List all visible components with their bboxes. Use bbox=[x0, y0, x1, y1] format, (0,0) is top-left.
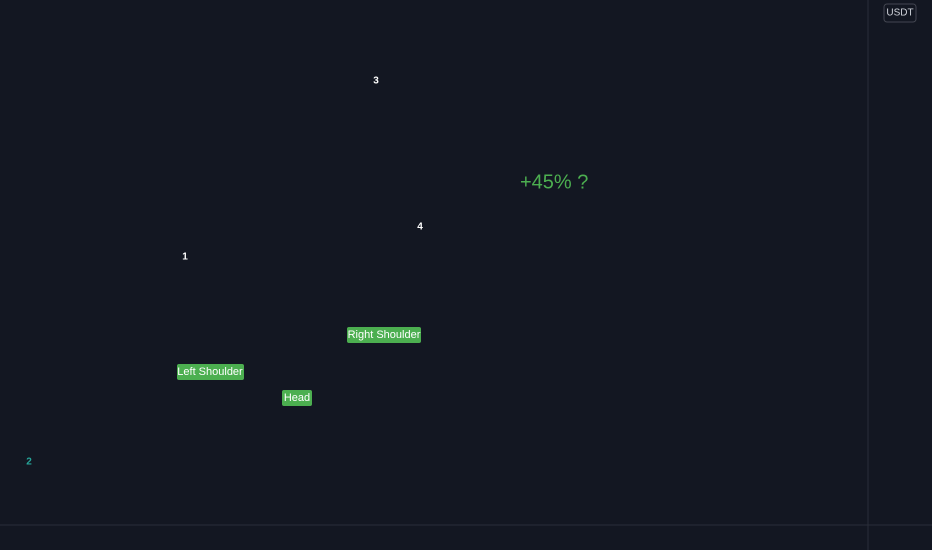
currency: USDT bbox=[886, 8, 913, 19]
label-box bbox=[282, 390, 312, 406]
pattern-label: Left Shoulder bbox=[177, 366, 243, 378]
label-box bbox=[177, 364, 244, 380]
wave-label: 1 bbox=[182, 252, 188, 263]
wave-label: 2 bbox=[26, 457, 32, 468]
currency-box[interactable] bbox=[883, 3, 917, 23]
gain-annotation: +45% ? bbox=[520, 171, 588, 193]
wave-label: 4 bbox=[417, 222, 423, 233]
wave-label: 3 bbox=[373, 76, 379, 87]
label-box bbox=[347, 327, 421, 343]
pattern-label: Head bbox=[284, 392, 310, 404]
pattern-label: Right Shoulder bbox=[348, 329, 421, 341]
